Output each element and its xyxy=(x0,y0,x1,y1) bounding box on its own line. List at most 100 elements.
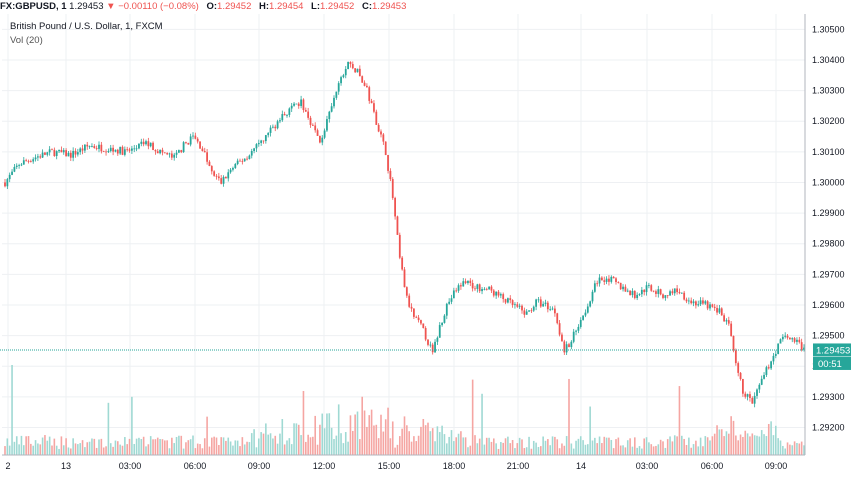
candle-body xyxy=(29,161,32,162)
volume-bar xyxy=(500,442,502,455)
volume-bar xyxy=(415,441,418,455)
candle-body xyxy=(499,294,502,296)
volume-bar xyxy=(126,444,128,455)
candle-body xyxy=(396,216,399,235)
volume-bar xyxy=(525,447,528,455)
volume-bar xyxy=(507,436,509,455)
volume-bar xyxy=(65,438,67,455)
volume-bar xyxy=(194,448,197,455)
candle-body xyxy=(337,83,340,92)
volume-bar xyxy=(692,444,695,455)
candle-body xyxy=(739,372,742,380)
volume-bar xyxy=(218,445,220,455)
volume-bar xyxy=(702,446,704,455)
volume-legend: Vol (20) xyxy=(10,35,43,46)
volume-bar xyxy=(695,440,697,455)
x-axis-labels[interactable]: 2 13 03:00 06:00 09:00 12:00 15:00 18:00 21:00 14… xyxy=(5,461,787,471)
volume-bar xyxy=(786,442,789,455)
candle-body xyxy=(389,170,392,180)
candle-body xyxy=(781,336,784,340)
candle-body xyxy=(777,343,780,354)
candle-body xyxy=(443,315,446,323)
candlestick-series xyxy=(4,61,805,408)
candle-body xyxy=(121,146,124,155)
candle-body xyxy=(234,164,237,169)
candle-body xyxy=(316,130,319,136)
volume-bar xyxy=(556,439,559,455)
volume-bar xyxy=(199,444,201,455)
x-tick-label: 06:00 xyxy=(184,461,207,471)
candle-body xyxy=(561,334,563,342)
volume-bar xyxy=(187,440,190,455)
volume-bar xyxy=(328,413,331,455)
candle-body xyxy=(737,363,740,373)
volume-bar xyxy=(246,441,248,455)
candle-body xyxy=(112,147,114,152)
candle-body xyxy=(789,337,791,340)
volume-bar xyxy=(772,435,775,455)
volume-bar xyxy=(168,448,171,455)
candle-body xyxy=(800,342,803,350)
volume-bar xyxy=(305,441,307,455)
candle-body xyxy=(154,150,157,152)
volume-bar xyxy=(265,423,267,455)
volume-bar xyxy=(382,431,385,455)
candle-body xyxy=(163,152,166,154)
candle-body xyxy=(523,310,526,315)
volume-bar xyxy=(737,440,739,455)
volume-bar xyxy=(93,438,96,455)
volume-bar xyxy=(131,396,133,455)
candle-body xyxy=(546,302,549,310)
last-price: 1.29453 xyxy=(69,1,104,12)
candle-body xyxy=(685,299,688,302)
volume-bar xyxy=(349,415,352,455)
symbol-label[interactable]: FX:GBPUSD, 1 xyxy=(0,1,67,12)
candle-body xyxy=(387,155,389,171)
volume-bar xyxy=(582,440,584,455)
candle-body xyxy=(544,302,547,304)
volume-bar xyxy=(274,435,277,455)
volume-bar xyxy=(798,443,801,455)
volume-bar xyxy=(436,426,439,455)
candle-body xyxy=(803,347,805,350)
volume-bar xyxy=(523,448,526,455)
volume-bar xyxy=(206,416,208,455)
candle-body xyxy=(295,103,298,105)
volume-bar xyxy=(723,436,725,455)
volume-bar xyxy=(100,438,103,455)
volume-bar xyxy=(70,448,72,455)
volume-bar xyxy=(565,436,568,455)
candle-body xyxy=(699,300,702,305)
candle-body xyxy=(307,111,310,118)
volume-bar xyxy=(622,445,624,455)
candle-body xyxy=(763,374,765,379)
candle-body xyxy=(629,290,631,296)
volume-bar xyxy=(678,386,681,455)
candle-body xyxy=(11,171,13,175)
candle-body xyxy=(615,278,617,283)
volume-bar xyxy=(105,446,107,455)
volume-bar xyxy=(330,427,333,455)
volume-bar xyxy=(697,446,700,455)
candle-body xyxy=(326,119,328,131)
candle-body xyxy=(488,286,490,290)
volume-bar xyxy=(453,441,455,455)
volume-bar xyxy=(375,424,378,455)
volume-bar xyxy=(239,446,241,455)
volume-bar xyxy=(429,431,432,455)
candle-body xyxy=(302,99,305,111)
candle-body xyxy=(398,234,401,258)
candle-body xyxy=(638,294,641,296)
candle-body xyxy=(582,315,584,320)
y-axis-labels[interactable]: 1.30500 1.30400 1.30300 1.30200 1.30100 1.300… xyxy=(812,24,845,432)
volume-bar xyxy=(657,444,660,455)
volume-bar xyxy=(789,444,791,455)
volume-bar xyxy=(281,419,284,455)
volume-bar xyxy=(511,440,514,455)
candle-body xyxy=(725,320,728,322)
candle-body xyxy=(732,335,735,351)
volume-bar xyxy=(471,379,474,455)
candle-body xyxy=(436,337,439,342)
volume-bar xyxy=(46,440,49,455)
